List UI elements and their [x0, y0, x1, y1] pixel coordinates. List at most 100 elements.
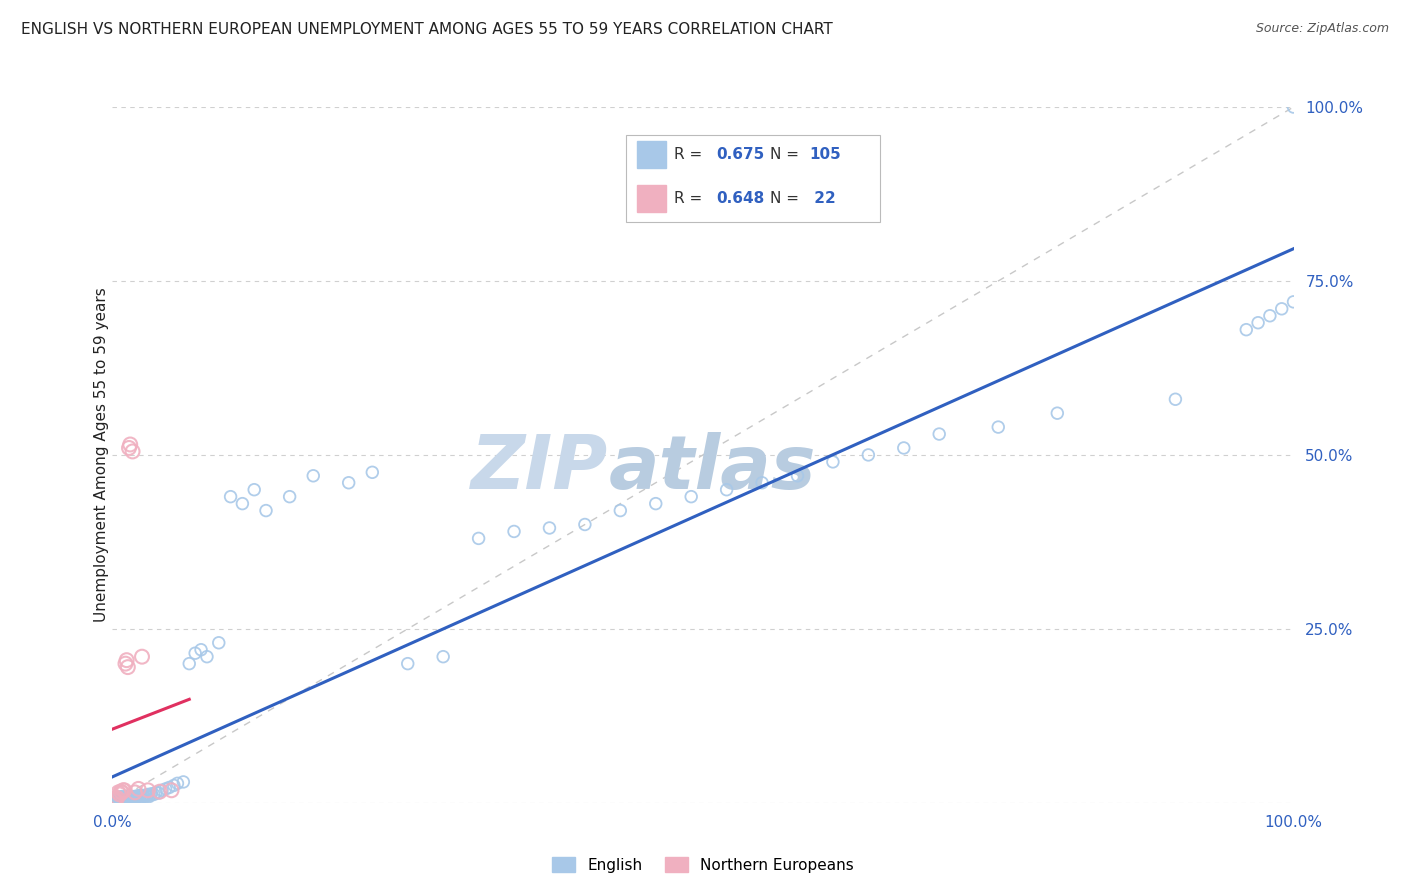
Point: [111, 789, 134, 804]
Point: [432, 649, 454, 664]
Point: [110, 793, 132, 807]
Point: [135, 788, 157, 802]
Point: [112, 783, 135, 797]
Point: [142, 788, 165, 802]
Point: [139, 788, 162, 802]
Text: 0.648: 0.648: [716, 191, 765, 206]
Point: [150, 783, 173, 797]
Point: [361, 466, 384, 480]
Point: [157, 780, 180, 795]
Point: [120, 791, 142, 805]
Point: [208, 636, 231, 650]
Point: [111, 785, 134, 799]
Point: [110, 785, 132, 799]
Text: 105: 105: [808, 147, 841, 162]
Point: [190, 642, 212, 657]
Point: [112, 791, 135, 805]
Point: [105, 794, 128, 808]
Point: [396, 657, 419, 671]
Point: [104, 792, 127, 806]
Point: [107, 791, 129, 805]
Point: [166, 776, 188, 790]
Point: [105, 791, 128, 805]
Point: [145, 785, 167, 799]
Point: [928, 427, 950, 442]
Point: [115, 653, 138, 667]
Point: [103, 793, 125, 807]
Point: [179, 657, 201, 671]
Point: [114, 791, 136, 805]
Point: [121, 790, 143, 805]
Point: [108, 793, 131, 807]
Point: [893, 441, 915, 455]
Text: R =: R =: [673, 147, 707, 162]
Point: [108, 792, 131, 806]
Point: [110, 790, 132, 805]
Point: [184, 646, 207, 660]
Point: [105, 794, 128, 808]
Point: [108, 790, 131, 805]
Point: [127, 789, 149, 804]
Point: [1234, 323, 1257, 337]
Point: [105, 791, 128, 805]
Point: [786, 468, 808, 483]
Point: [574, 517, 596, 532]
Y-axis label: Unemployment Among Ages 55 to 59 years: Unemployment Among Ages 55 to 59 years: [94, 287, 108, 623]
Point: [231, 497, 253, 511]
Point: [111, 792, 134, 806]
Point: [195, 649, 218, 664]
Text: N =: N =: [769, 191, 803, 206]
Text: ZIP: ZIP: [471, 433, 609, 506]
Text: 22: 22: [808, 191, 835, 206]
Point: [503, 524, 526, 539]
Point: [131, 649, 153, 664]
Point: [254, 503, 277, 517]
Point: [1271, 301, 1294, 316]
Point: [138, 789, 160, 804]
Point: [127, 781, 149, 796]
Point: [124, 785, 146, 799]
Point: [1258, 309, 1281, 323]
Point: [117, 789, 139, 804]
Point: [644, 497, 666, 511]
Point: [103, 794, 125, 808]
Point: [751, 475, 773, 490]
Point: [104, 794, 127, 808]
Point: [243, 483, 266, 497]
Point: [111, 791, 134, 805]
Point: [129, 788, 152, 802]
Point: [219, 490, 242, 504]
Legend: English, Northern Europeans: English, Northern Europeans: [546, 850, 860, 879]
Point: [127, 789, 149, 803]
Point: [107, 792, 129, 806]
Point: [1282, 100, 1305, 114]
Point: [114, 790, 136, 805]
Text: atlas: atlas: [609, 433, 815, 506]
Point: [105, 791, 128, 805]
Point: [112, 793, 135, 807]
Point: [148, 786, 170, 800]
Point: [117, 660, 139, 674]
Point: [115, 790, 138, 805]
Point: [136, 783, 159, 797]
Point: [124, 791, 146, 805]
Point: [118, 791, 141, 805]
Point: [131, 790, 153, 805]
Point: [278, 490, 301, 504]
Point: [163, 778, 186, 792]
Point: [987, 420, 1010, 434]
Point: [105, 793, 128, 807]
Point: [134, 789, 156, 804]
Point: [105, 791, 128, 805]
Point: [858, 448, 880, 462]
Point: [302, 468, 325, 483]
Point: [125, 790, 148, 805]
Point: [1247, 316, 1270, 330]
Point: [135, 789, 157, 803]
Point: [172, 775, 194, 789]
Point: [122, 789, 145, 804]
Point: [155, 781, 177, 796]
Point: [118, 789, 141, 803]
Point: [1164, 392, 1187, 407]
Point: [107, 785, 129, 799]
